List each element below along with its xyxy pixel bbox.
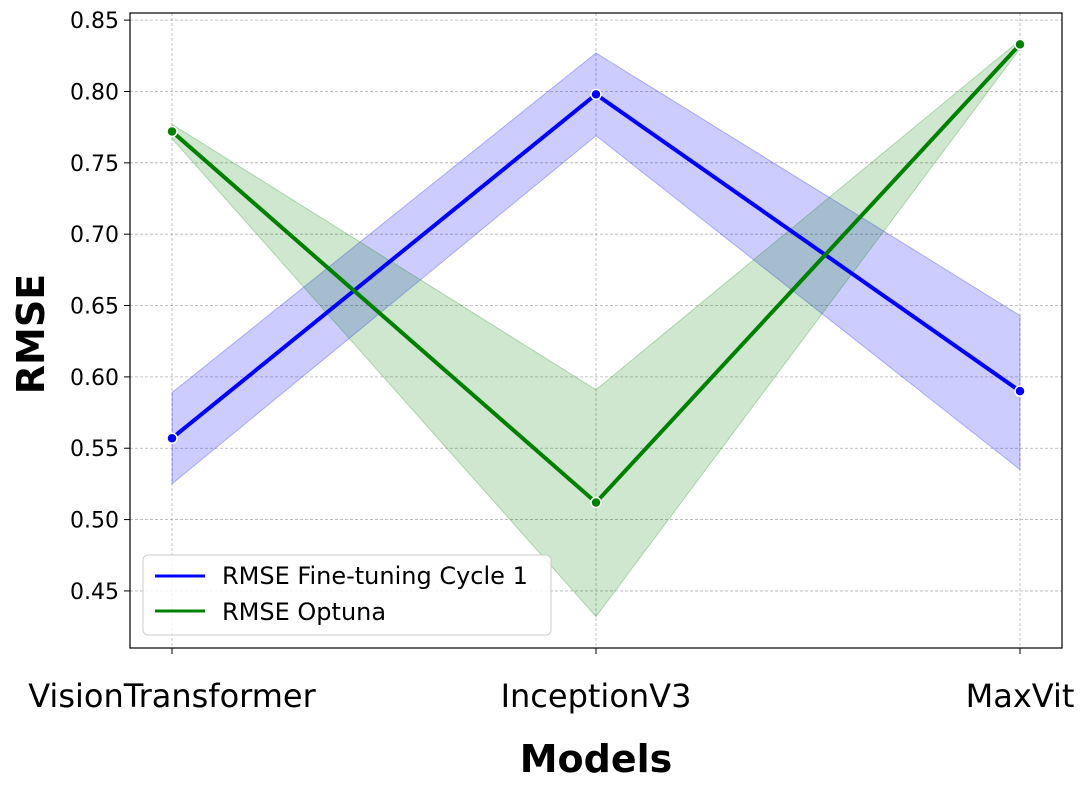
- data-point: [1014, 38, 1026, 51]
- y-axis-title: RMSE: [9, 274, 53, 394]
- legend: RMSE Fine-tuning Cycle 1 RMSE Optuna: [142, 554, 552, 636]
- data-point: [1014, 385, 1026, 397]
- series-points: [166, 38, 1026, 509]
- x-axis-ticks: VisionTransformer InceptionV3 MaxVit: [28, 648, 1074, 715]
- legend-box: [142, 554, 552, 636]
- y-tick-label: 0.45: [70, 580, 119, 605]
- y-tick-label: 0.80: [70, 80, 119, 105]
- y-tick-label: 0.55: [70, 437, 119, 462]
- data-point: [166, 432, 178, 444]
- data-point: [590, 88, 602, 101]
- y-tick-label: 0.60: [70, 366, 119, 391]
- data-point: [590, 496, 602, 509]
- legend-label-fine-tuning: RMSE Fine-tuning Cycle 1: [222, 562, 528, 590]
- x-axis-title: Models: [520, 737, 673, 781]
- y-tick-label: 0.65: [70, 295, 119, 320]
- y-tick-label: 0.85: [70, 9, 119, 34]
- band-fine-tuning: [171, 52, 1021, 485]
- x-tick-label: MaxVit: [966, 677, 1075, 715]
- grid-lines: [130, 13, 1062, 648]
- y-axis-ticks: 0.45 0.50 0.55 0.60 0.65 0.70 0.75 0.80 0.85: [70, 9, 130, 605]
- y-tick-label: 0.50: [70, 509, 119, 534]
- x-tick-label: VisionTransformer: [28, 677, 316, 715]
- data-point: [166, 125, 178, 138]
- legend-label-optuna: RMSE Optuna: [222, 598, 386, 626]
- y-tick-label: 0.70: [70, 223, 119, 248]
- x-tick-label: InceptionV3: [501, 677, 692, 715]
- y-tick-label: 0.75: [70, 152, 119, 177]
